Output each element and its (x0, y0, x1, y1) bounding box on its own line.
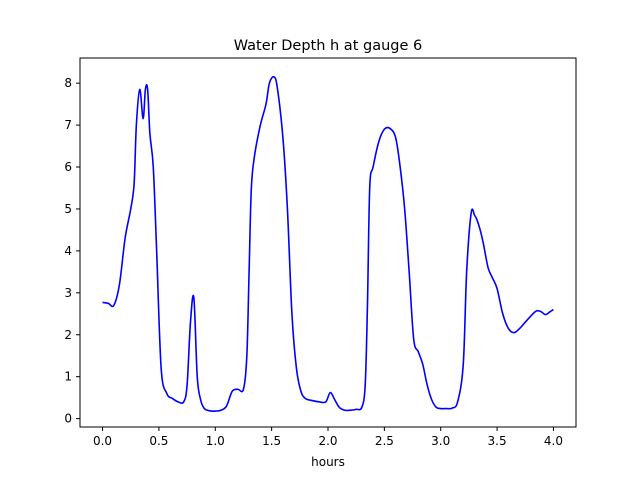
x-tick-label: 3.0 (431, 434, 450, 448)
x-tick-label: 1.5 (262, 434, 281, 448)
y-tick-label: 2 (64, 328, 72, 342)
x-tick-label: 1.0 (206, 434, 225, 448)
y-tick-label: 4 (64, 244, 72, 258)
x-axis: 0.0 0.5 1.0 1.5 2.0 2.5 3.0 3.5 4.0 (93, 427, 563, 448)
chart-title: Water Depth h at gauge 6 (234, 38, 422, 54)
y-tick-label: 0 (64, 412, 72, 426)
x-tick-label: 0.0 (93, 434, 112, 448)
x-tick-label: 0.5 (149, 434, 168, 448)
y-tick-label: 6 (64, 160, 72, 174)
y-axis: 0 1 2 3 4 5 6 7 8 (64, 76, 80, 426)
x-tick-label: 4.0 (544, 434, 563, 448)
x-tick-label: 2.0 (318, 434, 337, 448)
plot-area (102, 75, 554, 412)
y-tick-label: 8 (64, 76, 72, 90)
y-tick-label: 7 (64, 118, 72, 132)
y-tick-label: 5 (64, 202, 72, 216)
x-tick-label: 3.5 (488, 434, 507, 448)
series-line (102, 75, 554, 412)
x-axis-label: hours (311, 455, 345, 469)
x-tick-label: 2.5 (375, 434, 394, 448)
y-tick-label: 3 (64, 286, 72, 300)
y-tick-label: 1 (64, 370, 72, 384)
